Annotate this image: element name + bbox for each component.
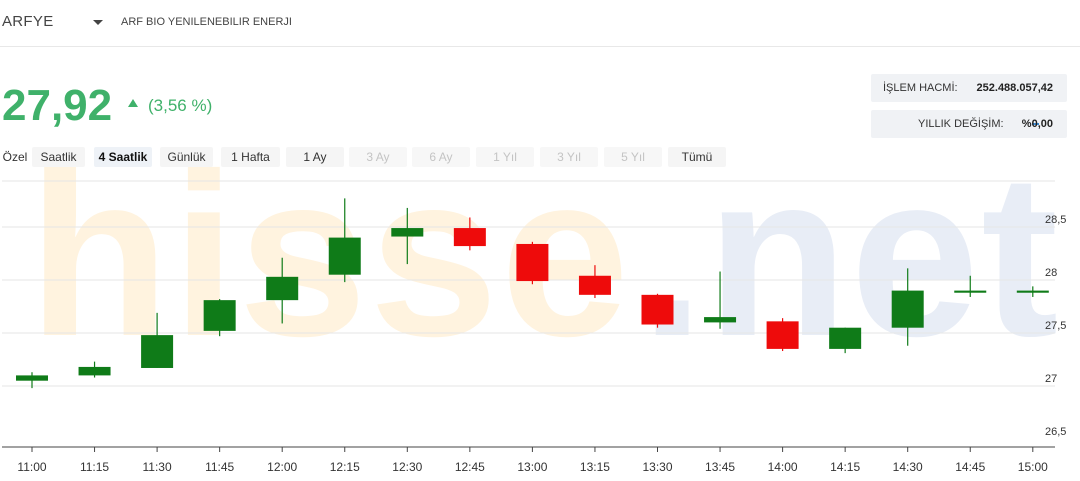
candle-body bbox=[766, 321, 799, 349]
volume-value: 252.488.057,42 bbox=[976, 82, 1053, 94]
x-tick-label: 14:15 bbox=[830, 460, 860, 474]
candle bbox=[954, 275, 987, 297]
x-tick-label: 13:45 bbox=[705, 460, 735, 474]
x-tick-label: 13:15 bbox=[580, 460, 610, 474]
period-4h[interactable]: 4 Saatlik bbox=[94, 147, 152, 167]
x-axis: 11:00 11:15 11:30 11:45 12:00 12:15 12:30 12:45… bbox=[2, 446, 1055, 474]
candle bbox=[766, 318, 799, 352]
candle-body bbox=[704, 317, 737, 323]
yearly-change-box: YILLIK DEĞİŞİM: %0,00 bbox=[871, 110, 1067, 138]
candle bbox=[453, 217, 486, 251]
y-tick-label: 28,5 bbox=[1045, 214, 1066, 226]
candle-body bbox=[954, 290, 987, 293]
candle bbox=[78, 361, 111, 378]
chart-grid bbox=[2, 180, 1055, 387]
candle-body bbox=[641, 294, 674, 325]
candle-body bbox=[141, 335, 174, 368]
company-name: ARF BIO YENILENEBILIR ENERJI bbox=[121, 16, 292, 28]
candle bbox=[266, 257, 299, 324]
candle-body bbox=[516, 243, 549, 282]
candle-body bbox=[203, 300, 236, 331]
candle bbox=[141, 312, 174, 368]
x-tick-label: 11:30 bbox=[143, 460, 172, 474]
candle bbox=[829, 327, 862, 354]
x-tick-label: 13:00 bbox=[517, 460, 547, 474]
period-hourly[interactable]: Saatlik bbox=[32, 147, 85, 167]
period-1m[interactable]: 1 Ay bbox=[286, 147, 344, 167]
x-tick-label: 11:00 bbox=[17, 460, 46, 474]
candle-body bbox=[78, 366, 111, 376]
period-daily[interactable]: Günlük bbox=[160, 147, 213, 167]
x-tick-label: 11:15 bbox=[80, 460, 109, 474]
yearly-change-label: YILLIK DEĞİŞİM: bbox=[918, 118, 1004, 130]
y-tick-label: 27,5 bbox=[1045, 320, 1066, 332]
y-tick-label: 27 bbox=[1045, 373, 1057, 385]
candle-body bbox=[453, 228, 486, 247]
y-tick-label: 26,5 bbox=[1045, 426, 1066, 438]
candle-body bbox=[578, 275, 611, 295]
y-tick-label: 28 bbox=[1045, 267, 1057, 279]
candle bbox=[328, 198, 361, 283]
symbol-dropdown-button[interactable] bbox=[90, 14, 106, 30]
period-custom[interactable]: Özel bbox=[2, 150, 28, 164]
x-tick-label: 15:00 bbox=[1018, 460, 1048, 474]
candle-body bbox=[1016, 290, 1049, 293]
neutral-dash-icon bbox=[1032, 123, 1039, 125]
candle bbox=[891, 268, 924, 346]
period-all[interactable]: Tümü bbox=[668, 147, 726, 167]
candle-body bbox=[391, 228, 424, 237]
x-tick-label: 14:30 bbox=[893, 460, 923, 474]
candle bbox=[1016, 286, 1049, 297]
candle-body bbox=[829, 327, 862, 349]
candle bbox=[203, 299, 236, 337]
y-axis: 26,5 27 27,5 28 28,5 bbox=[1045, 214, 1066, 438]
price-change: (3,56 %) bbox=[148, 96, 213, 115]
x-tick-label: 12:45 bbox=[455, 460, 485, 474]
candle bbox=[641, 293, 674, 328]
x-tick-label: 12:30 bbox=[392, 460, 422, 474]
period-1y: 1 Yıl bbox=[476, 147, 534, 167]
candle-body bbox=[891, 290, 924, 328]
header-bar: ARFYE ARF BIO YENILENEBILIR ENERJI bbox=[0, 0, 1080, 47]
candle bbox=[391, 207, 424, 265]
x-tick-label: 11:45 bbox=[205, 460, 234, 474]
period-5y: 5 Yıl bbox=[604, 147, 662, 167]
x-tick-label: 13:30 bbox=[642, 460, 672, 474]
candle bbox=[516, 241, 549, 285]
candle-body bbox=[16, 375, 48, 381]
candle-body bbox=[328, 237, 361, 275]
x-tick-label: 12:15 bbox=[330, 460, 360, 474]
current-price: 27,92 bbox=[2, 81, 113, 130]
period-3y: 3 Yıl bbox=[540, 147, 598, 167]
volume-label: İŞLEM HACMİ: bbox=[883, 82, 958, 94]
x-tick-label: 12:00 bbox=[267, 460, 297, 474]
period-3m: 3 Ay bbox=[349, 147, 407, 167]
period-6m: 6 Ay bbox=[412, 147, 470, 167]
candle bbox=[704, 271, 737, 329]
candles bbox=[16, 198, 1049, 389]
up-arrow-icon bbox=[128, 99, 138, 107]
candle-body bbox=[266, 276, 299, 301]
candle bbox=[16, 372, 48, 389]
volume-box: İŞLEM HACMİ: 252.488.057,42 bbox=[871, 74, 1067, 102]
candle bbox=[578, 265, 611, 299]
symbol-label: ARFYE bbox=[2, 13, 54, 30]
caret-down-icon bbox=[93, 20, 103, 25]
yearly-change-value: %0,00 bbox=[1021, 118, 1053, 130]
x-tick-label: 14:00 bbox=[768, 460, 798, 474]
period-1w[interactable]: 1 Hafta bbox=[221, 147, 280, 167]
x-tick-label: 14:45 bbox=[955, 460, 985, 474]
